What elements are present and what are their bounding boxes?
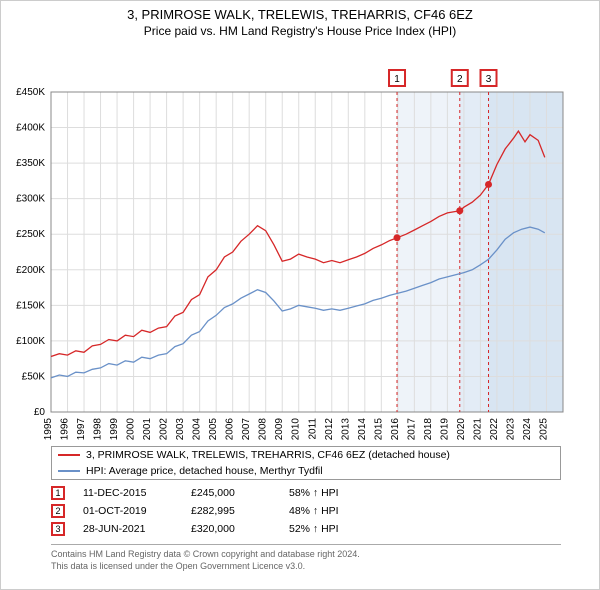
- svg-text:2001: 2001: [142, 418, 153, 440]
- svg-text:1: 1: [394, 74, 400, 85]
- svg-text:1996: 1996: [60, 418, 71, 440]
- sales-table: 1 11-DEC-2015 £245,000 58% ↑ HPI 2 01-OCT-201…: [51, 484, 561, 538]
- legend: 3, PRIMROSE WALK, TRELEWIS, TREHARRIS, C…: [51, 446, 561, 480]
- title-line1: 3, PRIMROSE WALK, TRELEWIS, TREHARRIS, C…: [11, 7, 589, 22]
- footer: Contains HM Land Registry data © Crown c…: [51, 544, 561, 572]
- legend-swatch: [58, 470, 80, 472]
- svg-text:3: 3: [486, 74, 492, 85]
- svg-text:£350K: £350K: [16, 158, 45, 169]
- chart-svg: £0 £50K £100K £150K £200K £250K £300K £350K £400…: [1, 40, 600, 440]
- svg-text:2014: 2014: [357, 418, 368, 440]
- sale-pct: 58% ↑ HPI: [289, 487, 339, 499]
- svg-text:2024: 2024: [522, 418, 533, 440]
- svg-text:2004: 2004: [192, 418, 203, 440]
- svg-text:1998: 1998: [93, 418, 104, 440]
- svg-text:£450K: £450K: [16, 87, 45, 98]
- legend-label: HPI: Average price, detached house, Mert…: [86, 465, 323, 477]
- svg-text:2009: 2009: [274, 418, 285, 440]
- svg-text:2012: 2012: [324, 418, 335, 440]
- svg-text:2011: 2011: [307, 418, 318, 440]
- legend-label: 3, PRIMROSE WALK, TRELEWIS, TREHARRIS, C…: [86, 449, 450, 461]
- sale-marker: 2: [51, 504, 65, 518]
- svg-text:2005: 2005: [208, 418, 219, 440]
- chart-container: 3, PRIMROSE WALK, TRELEWIS, TREHARRIS, C…: [0, 0, 600, 590]
- svg-text:2019: 2019: [439, 418, 450, 440]
- footer-line2: This data is licensed under the Open Gov…: [51, 561, 561, 573]
- legend-swatch: [58, 454, 80, 456]
- svg-text:2016: 2016: [390, 418, 401, 440]
- svg-text:1999: 1999: [109, 418, 120, 440]
- legend-row: HPI: Average price, detached house, Mert…: [52, 463, 560, 479]
- svg-text:2021: 2021: [472, 418, 483, 440]
- svg-text:2020: 2020: [456, 418, 467, 440]
- sale-date: 28-JUN-2021: [83, 523, 173, 535]
- svg-text:£50K: £50K: [22, 371, 46, 382]
- svg-text:2025: 2025: [538, 418, 549, 440]
- svg-text:£300K: £300K: [16, 194, 45, 205]
- svg-text:2023: 2023: [505, 418, 516, 440]
- sale-date: 11-DEC-2015: [83, 487, 173, 499]
- svg-text:2003: 2003: [175, 418, 186, 440]
- sale-marker: 1: [51, 486, 65, 500]
- legend-row: 3, PRIMROSE WALK, TRELEWIS, TREHARRIS, C…: [52, 447, 560, 463]
- svg-text:2: 2: [457, 74, 463, 85]
- sale-row: 2 01-OCT-2019 £282,995 48% ↑ HPI: [51, 502, 561, 520]
- sale-price: £320,000: [191, 523, 271, 535]
- svg-text:2008: 2008: [258, 418, 269, 440]
- svg-text:2022: 2022: [489, 418, 500, 440]
- sale-price: £245,000: [191, 487, 271, 499]
- title-block: 3, PRIMROSE WALK, TRELEWIS, TREHARRIS, C…: [1, 1, 599, 40]
- svg-text:£100K: £100K: [16, 336, 45, 347]
- svg-text:2000: 2000: [126, 418, 137, 440]
- svg-text:1995: 1995: [43, 418, 54, 440]
- svg-text:2013: 2013: [340, 418, 351, 440]
- sale-row: 1 11-DEC-2015 £245,000 58% ↑ HPI: [51, 484, 561, 502]
- svg-text:2017: 2017: [406, 418, 417, 440]
- sale-price: £282,995: [191, 505, 271, 517]
- svg-text:1997: 1997: [76, 418, 87, 440]
- svg-text:£400K: £400K: [16, 123, 45, 134]
- sale-date: 01-OCT-2019: [83, 505, 173, 517]
- footer-line1: Contains HM Land Registry data © Crown c…: [51, 549, 561, 561]
- svg-text:2015: 2015: [373, 418, 384, 440]
- svg-text:£150K: £150K: [16, 300, 45, 311]
- svg-text:£200K: £200K: [16, 265, 45, 276]
- title-line2: Price paid vs. HM Land Registry's House …: [11, 24, 589, 38]
- sale-marker: 3: [51, 522, 65, 536]
- sale-row: 3 28-JUN-2021 £320,000 52% ↑ HPI: [51, 520, 561, 538]
- svg-text:2006: 2006: [225, 418, 236, 440]
- svg-text:£0: £0: [34, 407, 46, 418]
- svg-text:2010: 2010: [291, 418, 302, 440]
- sale-pct: 52% ↑ HPI: [289, 523, 339, 535]
- svg-text:2007: 2007: [241, 418, 252, 440]
- svg-text:2002: 2002: [159, 418, 170, 440]
- svg-text:£250K: £250K: [16, 229, 45, 240]
- sale-pct: 48% ↑ HPI: [289, 505, 339, 517]
- svg-text:2018: 2018: [423, 418, 434, 440]
- chart-area: £0 £50K £100K £150K £200K £250K £300K £350K £400…: [1, 40, 599, 440]
